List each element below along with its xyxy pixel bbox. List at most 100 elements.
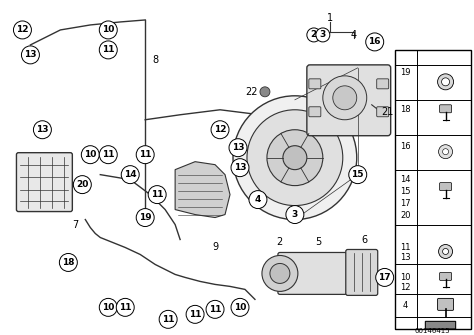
Text: 00146415: 00146415: [415, 328, 450, 334]
Polygon shape: [175, 162, 230, 217]
FancyBboxPatch shape: [395, 50, 471, 329]
Text: 11: 11: [102, 150, 115, 159]
Text: 13: 13: [24, 50, 36, 59]
Text: 2: 2: [276, 237, 282, 247]
Text: 9: 9: [212, 243, 218, 253]
Text: 4: 4: [403, 301, 408, 310]
Circle shape: [148, 186, 166, 204]
Circle shape: [270, 263, 290, 283]
Circle shape: [438, 74, 454, 90]
Circle shape: [34, 121, 51, 139]
Text: 11: 11: [102, 46, 115, 54]
Text: 2: 2: [311, 30, 317, 40]
FancyBboxPatch shape: [439, 105, 452, 113]
Circle shape: [136, 146, 154, 164]
Text: 22: 22: [246, 87, 258, 97]
Circle shape: [99, 298, 117, 316]
Circle shape: [99, 21, 117, 39]
Text: 11: 11: [162, 315, 174, 324]
Polygon shape: [425, 321, 455, 328]
Circle shape: [116, 298, 134, 316]
Circle shape: [366, 33, 383, 51]
Circle shape: [99, 146, 117, 164]
Text: 8: 8: [152, 55, 158, 65]
FancyBboxPatch shape: [346, 250, 378, 295]
Circle shape: [249, 191, 267, 209]
Text: 14: 14: [401, 175, 411, 184]
Text: 13: 13: [234, 163, 246, 172]
Circle shape: [283, 146, 307, 170]
Circle shape: [82, 146, 99, 164]
Text: 10: 10: [102, 25, 114, 35]
Circle shape: [211, 121, 229, 139]
Text: 6: 6: [362, 234, 368, 245]
Text: 13: 13: [401, 253, 411, 262]
Circle shape: [13, 21, 31, 39]
Text: 3: 3: [319, 30, 326, 40]
FancyBboxPatch shape: [309, 79, 321, 89]
Circle shape: [438, 245, 453, 259]
Text: 11: 11: [119, 303, 131, 312]
Text: 21: 21: [382, 107, 394, 117]
Circle shape: [21, 46, 39, 64]
Text: 4: 4: [351, 30, 357, 40]
FancyBboxPatch shape: [439, 272, 452, 280]
Circle shape: [349, 166, 367, 184]
Circle shape: [262, 256, 298, 291]
Text: 17: 17: [401, 199, 411, 208]
Text: 13: 13: [36, 125, 49, 134]
Circle shape: [442, 78, 449, 86]
FancyBboxPatch shape: [309, 107, 321, 117]
Text: 11: 11: [139, 150, 151, 159]
Text: 10: 10: [84, 150, 97, 159]
FancyBboxPatch shape: [377, 107, 389, 117]
Text: 16: 16: [401, 142, 411, 151]
Text: 19: 19: [401, 68, 411, 77]
FancyBboxPatch shape: [377, 79, 389, 89]
Circle shape: [136, 209, 154, 226]
Text: 19: 19: [139, 213, 152, 222]
Text: 11: 11: [151, 190, 164, 199]
FancyBboxPatch shape: [307, 65, 391, 136]
Text: 1: 1: [327, 13, 333, 23]
Circle shape: [59, 254, 77, 271]
Text: 11: 11: [189, 310, 201, 319]
Circle shape: [99, 41, 117, 59]
Circle shape: [73, 176, 91, 194]
Circle shape: [233, 96, 357, 219]
Text: 15: 15: [401, 187, 411, 196]
Text: 12: 12: [16, 25, 29, 35]
Circle shape: [229, 139, 247, 157]
FancyBboxPatch shape: [439, 183, 452, 191]
Text: 17: 17: [378, 273, 391, 282]
Circle shape: [286, 206, 304, 223]
FancyBboxPatch shape: [17, 153, 73, 212]
Text: 16: 16: [368, 38, 381, 47]
Circle shape: [159, 310, 177, 328]
Text: 11: 11: [401, 243, 411, 252]
Circle shape: [186, 306, 204, 323]
Circle shape: [438, 145, 453, 159]
Circle shape: [247, 110, 343, 206]
FancyBboxPatch shape: [278, 253, 347, 294]
Circle shape: [307, 28, 321, 42]
Text: 20: 20: [401, 211, 411, 220]
Circle shape: [333, 86, 357, 110]
Text: 10: 10: [102, 303, 114, 312]
Circle shape: [260, 87, 270, 97]
Text: 12: 12: [214, 125, 226, 134]
Circle shape: [231, 298, 249, 316]
Text: 11: 11: [209, 305, 221, 314]
Text: 18: 18: [401, 105, 411, 114]
Text: 18: 18: [62, 258, 74, 267]
FancyBboxPatch shape: [438, 298, 454, 310]
Circle shape: [376, 268, 394, 286]
Text: 15: 15: [352, 170, 364, 179]
Circle shape: [206, 300, 224, 318]
Text: 12: 12: [401, 283, 411, 292]
Text: 10: 10: [234, 303, 246, 312]
Text: 7: 7: [72, 219, 78, 229]
Text: 13: 13: [232, 143, 244, 152]
Circle shape: [443, 249, 448, 255]
Circle shape: [231, 159, 249, 177]
